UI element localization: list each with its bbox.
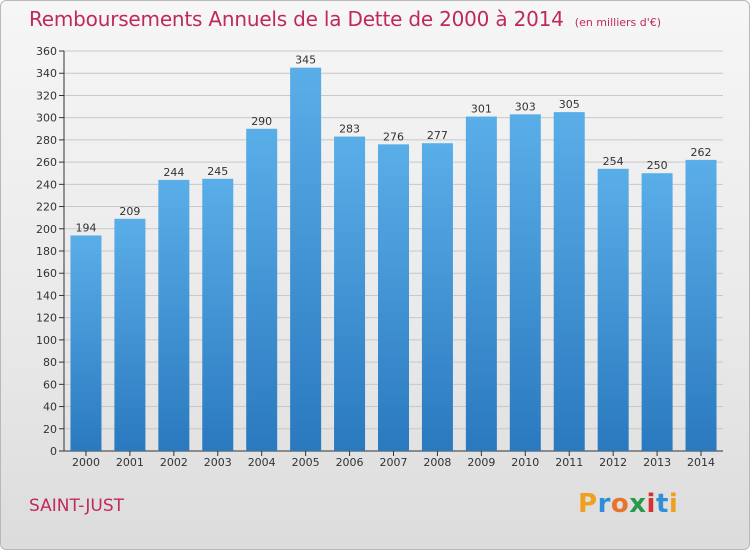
bar: [334, 136, 366, 452]
y-tick-label: 260: [36, 156, 57, 169]
x-tick-label: 2003: [204, 456, 232, 469]
x-tick-label: 2011: [555, 456, 583, 469]
logo-letter: x: [629, 489, 647, 519]
bar: [421, 143, 453, 451]
bar: [70, 235, 102, 451]
y-tick-label: 180: [36, 245, 57, 258]
y-tick-label: 0: [50, 445, 57, 458]
data-label: 290: [251, 115, 272, 128]
bar: [158, 179, 190, 451]
data-label: 301: [471, 103, 492, 116]
bar: [465, 116, 497, 452]
data-label: 262: [691, 146, 712, 159]
data-label: 244: [163, 166, 184, 179]
data-label: 194: [75, 221, 96, 234]
y-tick-label: 40: [43, 401, 57, 414]
x-tick-label: 2010: [511, 456, 539, 469]
y-tick-label: 220: [36, 201, 57, 214]
chart-title: Remboursements Annuels de la Dette de 20…: [29, 7, 564, 31]
y-tick-label: 240: [36, 178, 57, 191]
commune-name: SAINT-JUST: [29, 496, 125, 516]
x-tick-label: 2004: [248, 456, 276, 469]
y-tick-label: 100: [36, 334, 57, 347]
data-label: 209: [119, 205, 140, 218]
logo-letter: i: [668, 489, 679, 519]
y-tick-label: 320: [36, 89, 57, 102]
y-tick-label: 120: [36, 312, 57, 325]
data-label: 276: [383, 130, 404, 143]
bar: [685, 159, 717, 451]
bar: [246, 128, 278, 451]
y-tick-label: 20: [43, 423, 57, 436]
x-tick-label: 2000: [72, 456, 100, 469]
x-tick-label: 2005: [292, 456, 320, 469]
x-tick-label: 2014: [687, 456, 715, 469]
logo-letter: t: [655, 489, 669, 519]
data-label: 303: [515, 100, 536, 113]
x-tick-label: 2007: [380, 456, 408, 469]
data-label: 254: [603, 155, 624, 168]
y-tick-label: 340: [36, 67, 57, 80]
title-row: Remboursements Annuels de la Dette de 20…: [29, 7, 661, 31]
chart-subtitle: (en milliers d'€): [574, 16, 662, 29]
proxiti-logo: Proxiti: [578, 489, 678, 519]
y-tick-label: 360: [36, 45, 57, 58]
x-tick-label: 2013: [643, 456, 671, 469]
x-tick-label: 2012: [599, 456, 627, 469]
logo-letter: i: [646, 489, 656, 519]
bar: [114, 218, 146, 451]
y-tick-label: 80: [43, 356, 57, 369]
bar: [597, 168, 629, 451]
x-tick-label: 2006: [336, 456, 364, 469]
y-tick-label: 280: [36, 134, 57, 147]
y-tick-label: 200: [36, 223, 57, 236]
x-tick-label: 2008: [423, 456, 451, 469]
bar: [509, 114, 541, 451]
bar: [641, 173, 673, 451]
data-label: 277: [427, 129, 448, 142]
data-label: 250: [647, 159, 668, 172]
x-tick-label: 2001: [116, 456, 144, 469]
x-tick-label: 2002: [160, 456, 188, 469]
bar: [378, 144, 409, 452]
y-tick-label: 60: [43, 378, 57, 391]
y-tick-label: 300: [36, 112, 57, 125]
logo-letter: r: [597, 489, 611, 519]
data-label: 305: [559, 98, 580, 111]
y-tick-label: 160: [36, 267, 57, 280]
x-tick-label: 2009: [467, 456, 495, 469]
bar: [202, 178, 234, 451]
bar: [290, 67, 322, 452]
data-label: 245: [207, 165, 228, 178]
logo-letter: o: [610, 489, 630, 519]
y-tick-label: 140: [36, 289, 57, 302]
bar: [553, 112, 585, 451]
data-label: 345: [295, 54, 316, 67]
logo-letter: P: [578, 489, 598, 519]
data-label: 283: [339, 123, 360, 136]
